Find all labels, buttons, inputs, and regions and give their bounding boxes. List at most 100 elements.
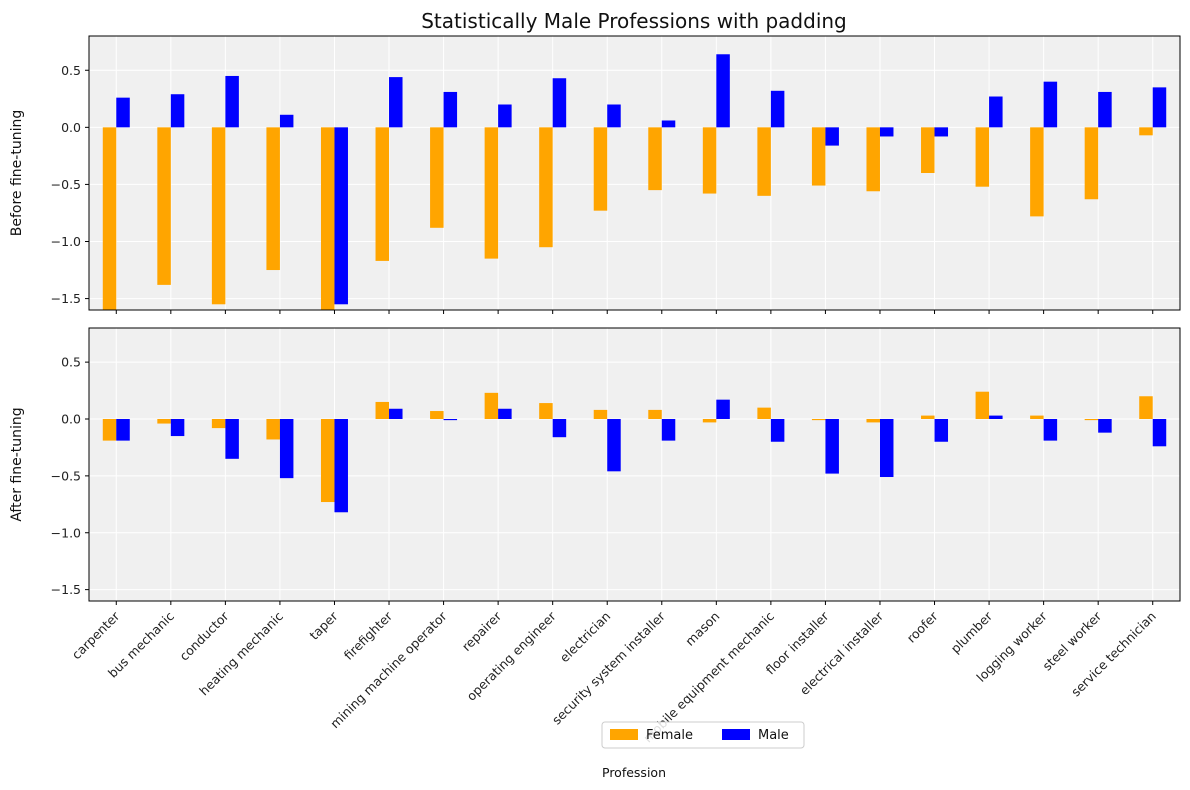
male-bar — [825, 127, 839, 146]
female-bar — [1084, 419, 1099, 421]
female-bar — [430, 127, 444, 228]
male-bar — [716, 54, 730, 128]
plot-frame — [88, 35, 1181, 311]
female-bar — [157, 127, 171, 285]
male-bar — [825, 419, 839, 474]
male-bar — [389, 77, 403, 128]
female-bar — [102, 419, 117, 441]
male-bar — [716, 399, 730, 419]
female-bar — [375, 401, 390, 419]
female-bar — [975, 391, 990, 419]
y-axis-title: Before fine-tuning — [9, 110, 25, 236]
x-tick-label: plumber — [948, 608, 996, 656]
male-bar — [1152, 419, 1167, 447]
male-bar — [498, 104, 512, 128]
male-bar — [934, 419, 949, 442]
x-tick-label: security system installer — [549, 608, 669, 728]
x-tick-label: electrician — [557, 609, 614, 666]
female-bar — [430, 411, 444, 419]
female-bar — [484, 127, 499, 259]
y-tick-label: −0.5 — [51, 468, 81, 483]
female-bar — [921, 415, 935, 419]
female-bar — [702, 419, 717, 423]
male-bar — [989, 415, 1003, 419]
y-tick-label: 0.0 — [61, 120, 81, 135]
male-bar — [770, 90, 785, 128]
male-bar — [1043, 419, 1058, 441]
female-bar — [1084, 127, 1099, 200]
legend: Female Male — [601, 721, 805, 749]
male-bar — [225, 75, 239, 128]
male-bar — [770, 419, 785, 442]
x-tick-label: carpenter — [69, 608, 123, 662]
x-tick-label: firefighter — [341, 608, 396, 663]
female-bar — [593, 409, 608, 419]
male-bar — [334, 127, 348, 305]
female-bar — [1139, 396, 1153, 419]
female-bar — [593, 127, 608, 211]
y-tick-label: −1.0 — [51, 525, 81, 540]
female-bar — [866, 419, 880, 423]
female-bar — [266, 127, 280, 271]
female-bar — [320, 419, 335, 503]
male-bar — [443, 91, 458, 128]
legend-box — [601, 721, 805, 749]
female-bar — [266, 419, 280, 440]
female-bar — [811, 127, 826, 186]
female-bar — [702, 127, 717, 194]
male-bar — [607, 104, 621, 128]
plot-frame — [88, 327, 1181, 602]
male-bar — [279, 419, 294, 479]
male-bar — [879, 419, 894, 478]
legend-swatch-female — [610, 729, 638, 740]
female-bar — [648, 127, 662, 191]
male-bar — [170, 419, 185, 437]
male-bar — [1098, 419, 1112, 433]
male-bar — [879, 127, 894, 137]
male-bar — [661, 419, 676, 441]
female-bar — [375, 127, 390, 261]
male-bar — [443, 419, 458, 421]
male-bar — [661, 120, 676, 128]
female-bar — [921, 127, 935, 173]
y-tick-label: −1.5 — [51, 582, 81, 597]
female-bar — [811, 419, 826, 421]
male-bar — [552, 78, 567, 128]
female-bar — [757, 127, 771, 196]
panel-before: −1.5 −1.0 −0.5 0.0 0.5 Before fine-tuning — [9, 35, 1181, 314]
male-bar — [989, 96, 1003, 128]
y-tick-label: −1.5 — [51, 291, 81, 306]
female-bar — [211, 419, 226, 429]
female-bar — [539, 403, 553, 419]
panel-after: −1.5 −1.0 −0.5 0.0 0.5 After fine-tuning — [9, 327, 1181, 605]
female-bar — [157, 419, 171, 424]
x-tick-label: operating engineer — [464, 608, 560, 704]
female-bar — [1139, 127, 1153, 136]
y-axis-title: After fine-tuning — [9, 407, 25, 521]
legend-label-female: Female — [646, 728, 693, 743]
chart-title: Statistically Male Professions with padd… — [421, 9, 847, 33]
y-tick-label: −0.5 — [51, 177, 81, 192]
female-bar — [648, 409, 662, 419]
plot-area — [89, 36, 1180, 310]
male-bar — [279, 114, 294, 128]
x-tick-label: conductor — [176, 608, 232, 664]
male-bar — [498, 408, 512, 419]
male-bar — [552, 419, 567, 438]
plot-area — [89, 328, 1180, 601]
x-tick-label: roofer — [904, 608, 942, 646]
x-axis-title: Profession — [602, 765, 666, 780]
male-bar — [934, 127, 949, 137]
legend-swatch-male — [722, 729, 750, 740]
female-bar — [1030, 415, 1044, 419]
y-tick-label: 0.0 — [61, 412, 81, 427]
female-bar — [1030, 127, 1044, 217]
female-bar — [866, 127, 880, 192]
male-bar — [1098, 91, 1112, 128]
female-bar — [484, 392, 499, 419]
x-tick-label: taper — [306, 608, 341, 643]
male-bar — [607, 419, 621, 472]
male-bar — [225, 419, 239, 459]
